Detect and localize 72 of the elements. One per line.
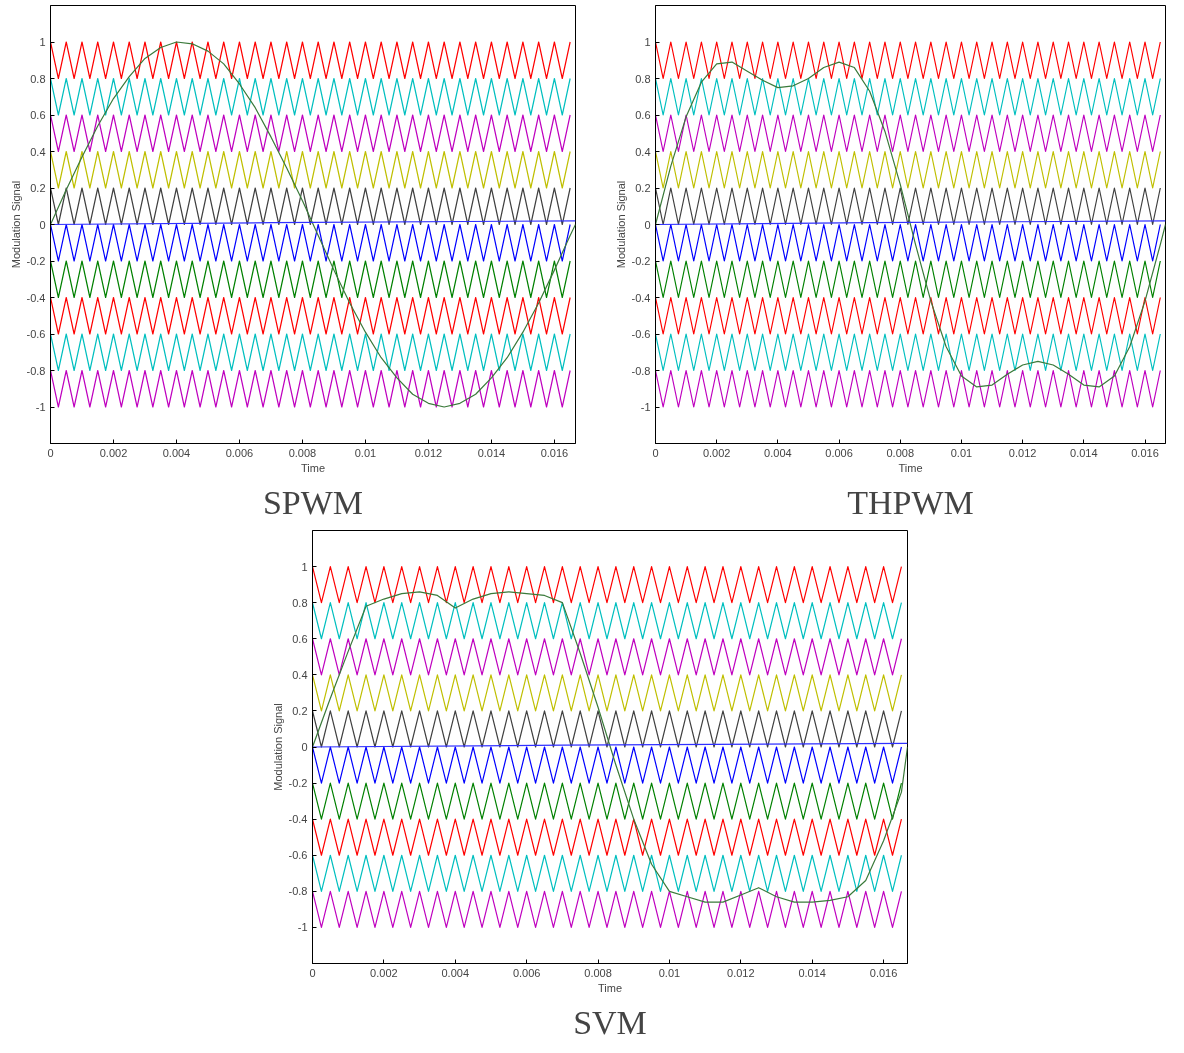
x-tick-label: 0.01	[950, 446, 973, 459]
line-series	[312, 591, 908, 903]
x-tick-label: 0.01	[658, 966, 681, 979]
y-tick-label: -0.4	[288, 813, 308, 826]
x-tick-label: 0.006	[512, 966, 541, 979]
x-tick-label: 0.014	[798, 966, 826, 979]
x-tick-label: 0.006	[825, 446, 853, 459]
x-tick-label: 0.01	[354, 446, 377, 459]
y-axis-title: Modulation Signal	[614, 180, 627, 269]
y-tick-label: 0.8	[30, 72, 46, 85]
y-tick-label: -0.8	[631, 364, 651, 377]
x-tick-label: 0.016	[1131, 446, 1159, 459]
x-axis-title: Time	[597, 981, 623, 994]
y-tick-label: -1	[35, 401, 46, 413]
y-tick-label: 0.4	[635, 145, 651, 158]
y-tick-label: -1	[640, 401, 651, 413]
x-tick-label: 0.002	[702, 446, 731, 459]
y-tick-label: -0.6	[631, 328, 651, 340]
y-tick-label: 0.8	[292, 596, 308, 609]
y-tick-label: 1	[644, 36, 651, 48]
x-tick-label: 0.014	[477, 446, 506, 459]
x-tick-label: 0.002	[99, 446, 128, 459]
y-tick-label: 0	[644, 218, 651, 231]
x-tick-label: 0.008	[584, 966, 612, 979]
y-tick-label: -0.6	[288, 849, 308, 862]
y-tick-label: 0.4	[292, 668, 308, 681]
x-tick-label: 0.014	[1070, 446, 1098, 459]
text: SPWM	[262, 483, 364, 521]
x-tick-label: 0.016	[540, 446, 569, 459]
y-tick-label: 0.8	[635, 72, 651, 85]
y-tick-label: 0.6	[30, 109, 46, 121]
x-tick-label: 0.004	[764, 446, 792, 459]
x-axis-title: Time	[300, 461, 326, 474]
y-tick-label: 0.6	[292, 632, 308, 645]
text: SVM	[573, 1003, 647, 1041]
y-tick-label: -0.2	[631, 255, 651, 267]
y-tick-label: -0.8	[288, 885, 308, 898]
y-tick-label: -0.6	[26, 328, 46, 340]
x-tick-label: 0.006	[225, 446, 254, 459]
line-series	[50, 41, 576, 408]
y-axis-title: Modulation Signal	[271, 703, 284, 791]
x-tick-label: 0.012	[727, 966, 755, 979]
x-axis-title: Time	[898, 461, 923, 474]
x-tick-label: 0	[47, 446, 54, 459]
y-tick-label: 0.4	[30, 145, 46, 158]
x-tick-label: 0.004	[162, 446, 191, 459]
y-tick-label: 1	[39, 36, 46, 48]
y-tick-label: 0.2	[635, 182, 651, 194]
y-tick-label: -0.2	[288, 777, 308, 790]
x-tick-label: 0.012	[1008, 446, 1037, 459]
x-tick-label: 0.004	[441, 966, 470, 979]
y-tick-label: 0	[39, 218, 46, 231]
x-tick-label: 0.016	[869, 966, 898, 979]
y-tick-label: -0.4	[631, 291, 651, 304]
y-tick-label: -0.4	[26, 291, 46, 304]
x-tick-label: 0.008	[886, 446, 915, 459]
x-tick-label: 0	[652, 446, 659, 459]
x-tick-label: 0.008	[288, 446, 317, 459]
y-tick-label: -0.8	[26, 364, 46, 377]
x-tick-label: 0	[309, 966, 316, 979]
y-tick-label: 0.2	[30, 182, 46, 194]
y-tick-label: 0.6	[635, 109, 651, 121]
y-tick-label: 1	[301, 560, 308, 573]
x-tick-label: 0.002	[370, 966, 398, 979]
y-tick-label: -0.2	[26, 255, 46, 267]
text: THPWM	[847, 483, 974, 521]
y-tick-label: 0	[301, 741, 308, 753]
x-tick-label: 0.012	[414, 446, 443, 459]
y-tick-label: -1	[297, 921, 308, 934]
y-tick-label: 0.2	[292, 704, 308, 717]
line-series	[655, 61, 1166, 388]
y-axis-title: Modulation Signal	[9, 180, 22, 269]
